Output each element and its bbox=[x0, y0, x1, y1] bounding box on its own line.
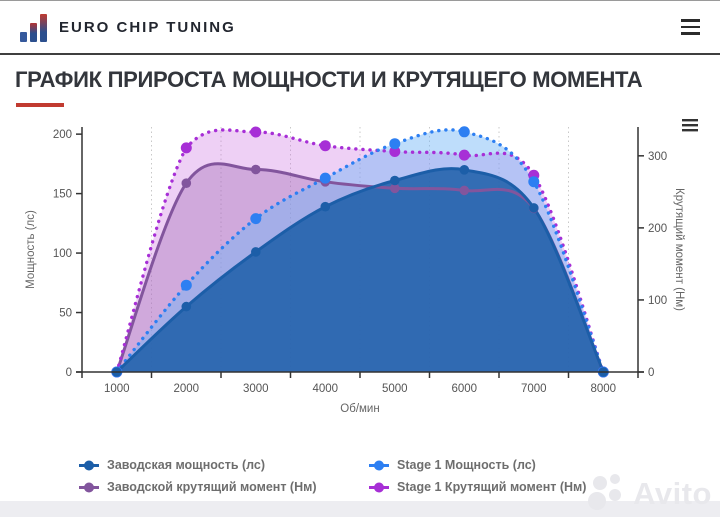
chart-menu-icon[interactable] bbox=[682, 119, 698, 132]
svg-text:0: 0 bbox=[648, 367, 654, 379]
svg-text:2000: 2000 bbox=[173, 383, 199, 395]
data-point bbox=[458, 149, 470, 161]
legend-item-stage1-power[interactable]: Stage 1 Мощность (лс) bbox=[368, 458, 536, 472]
data-point bbox=[320, 201, 331, 212]
data-point bbox=[390, 183, 400, 194]
svg-text:200: 200 bbox=[53, 129, 72, 141]
svg-text:150: 150 bbox=[53, 189, 72, 201]
x-axis-title: Об/мин bbox=[340, 403, 379, 415]
svg-text:5000: 5000 bbox=[382, 383, 408, 395]
power-torque-chart[interactable]: 1000 2000 3000 4000 5000 6000 7000 800005010015… bbox=[0, 109, 720, 427]
chart-widget: 1000 2000 3000 4000 5000 6000 7000 8000 0 50 100 15… bbox=[0, 109, 720, 427]
svg-text:0: 0 bbox=[66, 367, 72, 379]
hamburger-line bbox=[681, 25, 700, 29]
legend-item-stage1-torque[interactable]: Stage 1 Крутящий момент (Нм) bbox=[368, 480, 586, 494]
svg-text:300: 300 bbox=[648, 151, 667, 163]
data-point bbox=[181, 301, 192, 312]
chart-legend: Заводская мощность (лс) Stage 1 Мощность… bbox=[0, 456, 720, 502]
series-area-0 bbox=[116, 168, 604, 372]
svg-text:7000: 7000 bbox=[521, 383, 547, 395]
legend-marker-icon bbox=[369, 482, 389, 492]
legend-label: Stage 1 Мощность (лс) bbox=[397, 458, 536, 472]
legend-item-stock-torque[interactable]: Заводской крутящий момент (Нм) bbox=[78, 480, 317, 494]
footer-strip bbox=[0, 501, 720, 517]
svg-text:100: 100 bbox=[648, 295, 667, 307]
legend-label: Stage 1 Крутящий момент (Нм) bbox=[397, 480, 587, 494]
data-point bbox=[389, 138, 401, 150]
svg-text:6000: 6000 bbox=[451, 383, 477, 395]
title-underline bbox=[16, 103, 64, 107]
data-point bbox=[390, 175, 400, 186]
axes bbox=[76, 127, 644, 378]
data-point bbox=[319, 140, 331, 152]
svg-text:100: 100 bbox=[53, 248, 72, 260]
brand-name: EURO CHIP TUNING bbox=[59, 18, 236, 36]
svg-text:8000: 8000 bbox=[590, 383, 616, 395]
data-point bbox=[250, 213, 262, 225]
torque-axis-title: Крутящий момент (Нм) bbox=[673, 188, 685, 311]
svg-text:50: 50 bbox=[59, 308, 72, 320]
legend-marker-icon bbox=[79, 460, 99, 470]
legend-label: Заводской крутящий момент (Нм) bbox=[107, 480, 317, 494]
data-point bbox=[458, 126, 470, 138]
data-point bbox=[250, 126, 262, 138]
legend-label: Заводская мощность (лс) bbox=[107, 458, 266, 472]
legend-marker-icon bbox=[79, 482, 99, 492]
legend-item-stock-power[interactable]: Заводская мощность (лс) bbox=[78, 458, 265, 472]
data-point bbox=[459, 185, 470, 196]
data-point bbox=[181, 178, 192, 188]
data-point bbox=[319, 172, 331, 184]
series-areas bbox=[116, 129, 604, 372]
data-point bbox=[528, 176, 540, 188]
data-point bbox=[459, 165, 470, 175]
svg-text:4000: 4000 bbox=[312, 383, 338, 395]
menu-hamburger-icon[interactable] bbox=[681, 19, 700, 35]
svg-text:3000: 3000 bbox=[243, 383, 269, 395]
site-header: EURO CHIP TUNING bbox=[0, 1, 720, 55]
page-title: ГРАФИК ПРИРОСТА МОЩНОСТИ И КРУТЯЩЕГО МОМ… bbox=[15, 67, 643, 92]
svg-text:1000: 1000 bbox=[104, 383, 130, 395]
power-axis-title: Мощность (лс) bbox=[25, 210, 37, 289]
hamburger-line bbox=[681, 32, 700, 35]
legend-marker-icon bbox=[369, 460, 389, 470]
data-point bbox=[389, 146, 401, 157]
axis-labels: 1000 2000 3000 4000 5000 6000 7000 800005010015… bbox=[25, 129, 685, 415]
data-point bbox=[251, 247, 261, 257]
data-point bbox=[180, 142, 192, 154]
data-point bbox=[251, 164, 261, 175]
hamburger-line bbox=[681, 19, 700, 22]
svg-text:200: 200 bbox=[648, 223, 667, 235]
data-point bbox=[529, 203, 539, 213]
logo-bar-medium bbox=[30, 23, 37, 42]
logo-bar-small bbox=[20, 32, 27, 42]
logo-bar-tall bbox=[40, 14, 47, 42]
data-point bbox=[180, 279, 192, 291]
series-line-0 bbox=[115, 167, 605, 374]
brand-logo-icon bbox=[20, 12, 47, 42]
series-markers bbox=[111, 126, 609, 378]
